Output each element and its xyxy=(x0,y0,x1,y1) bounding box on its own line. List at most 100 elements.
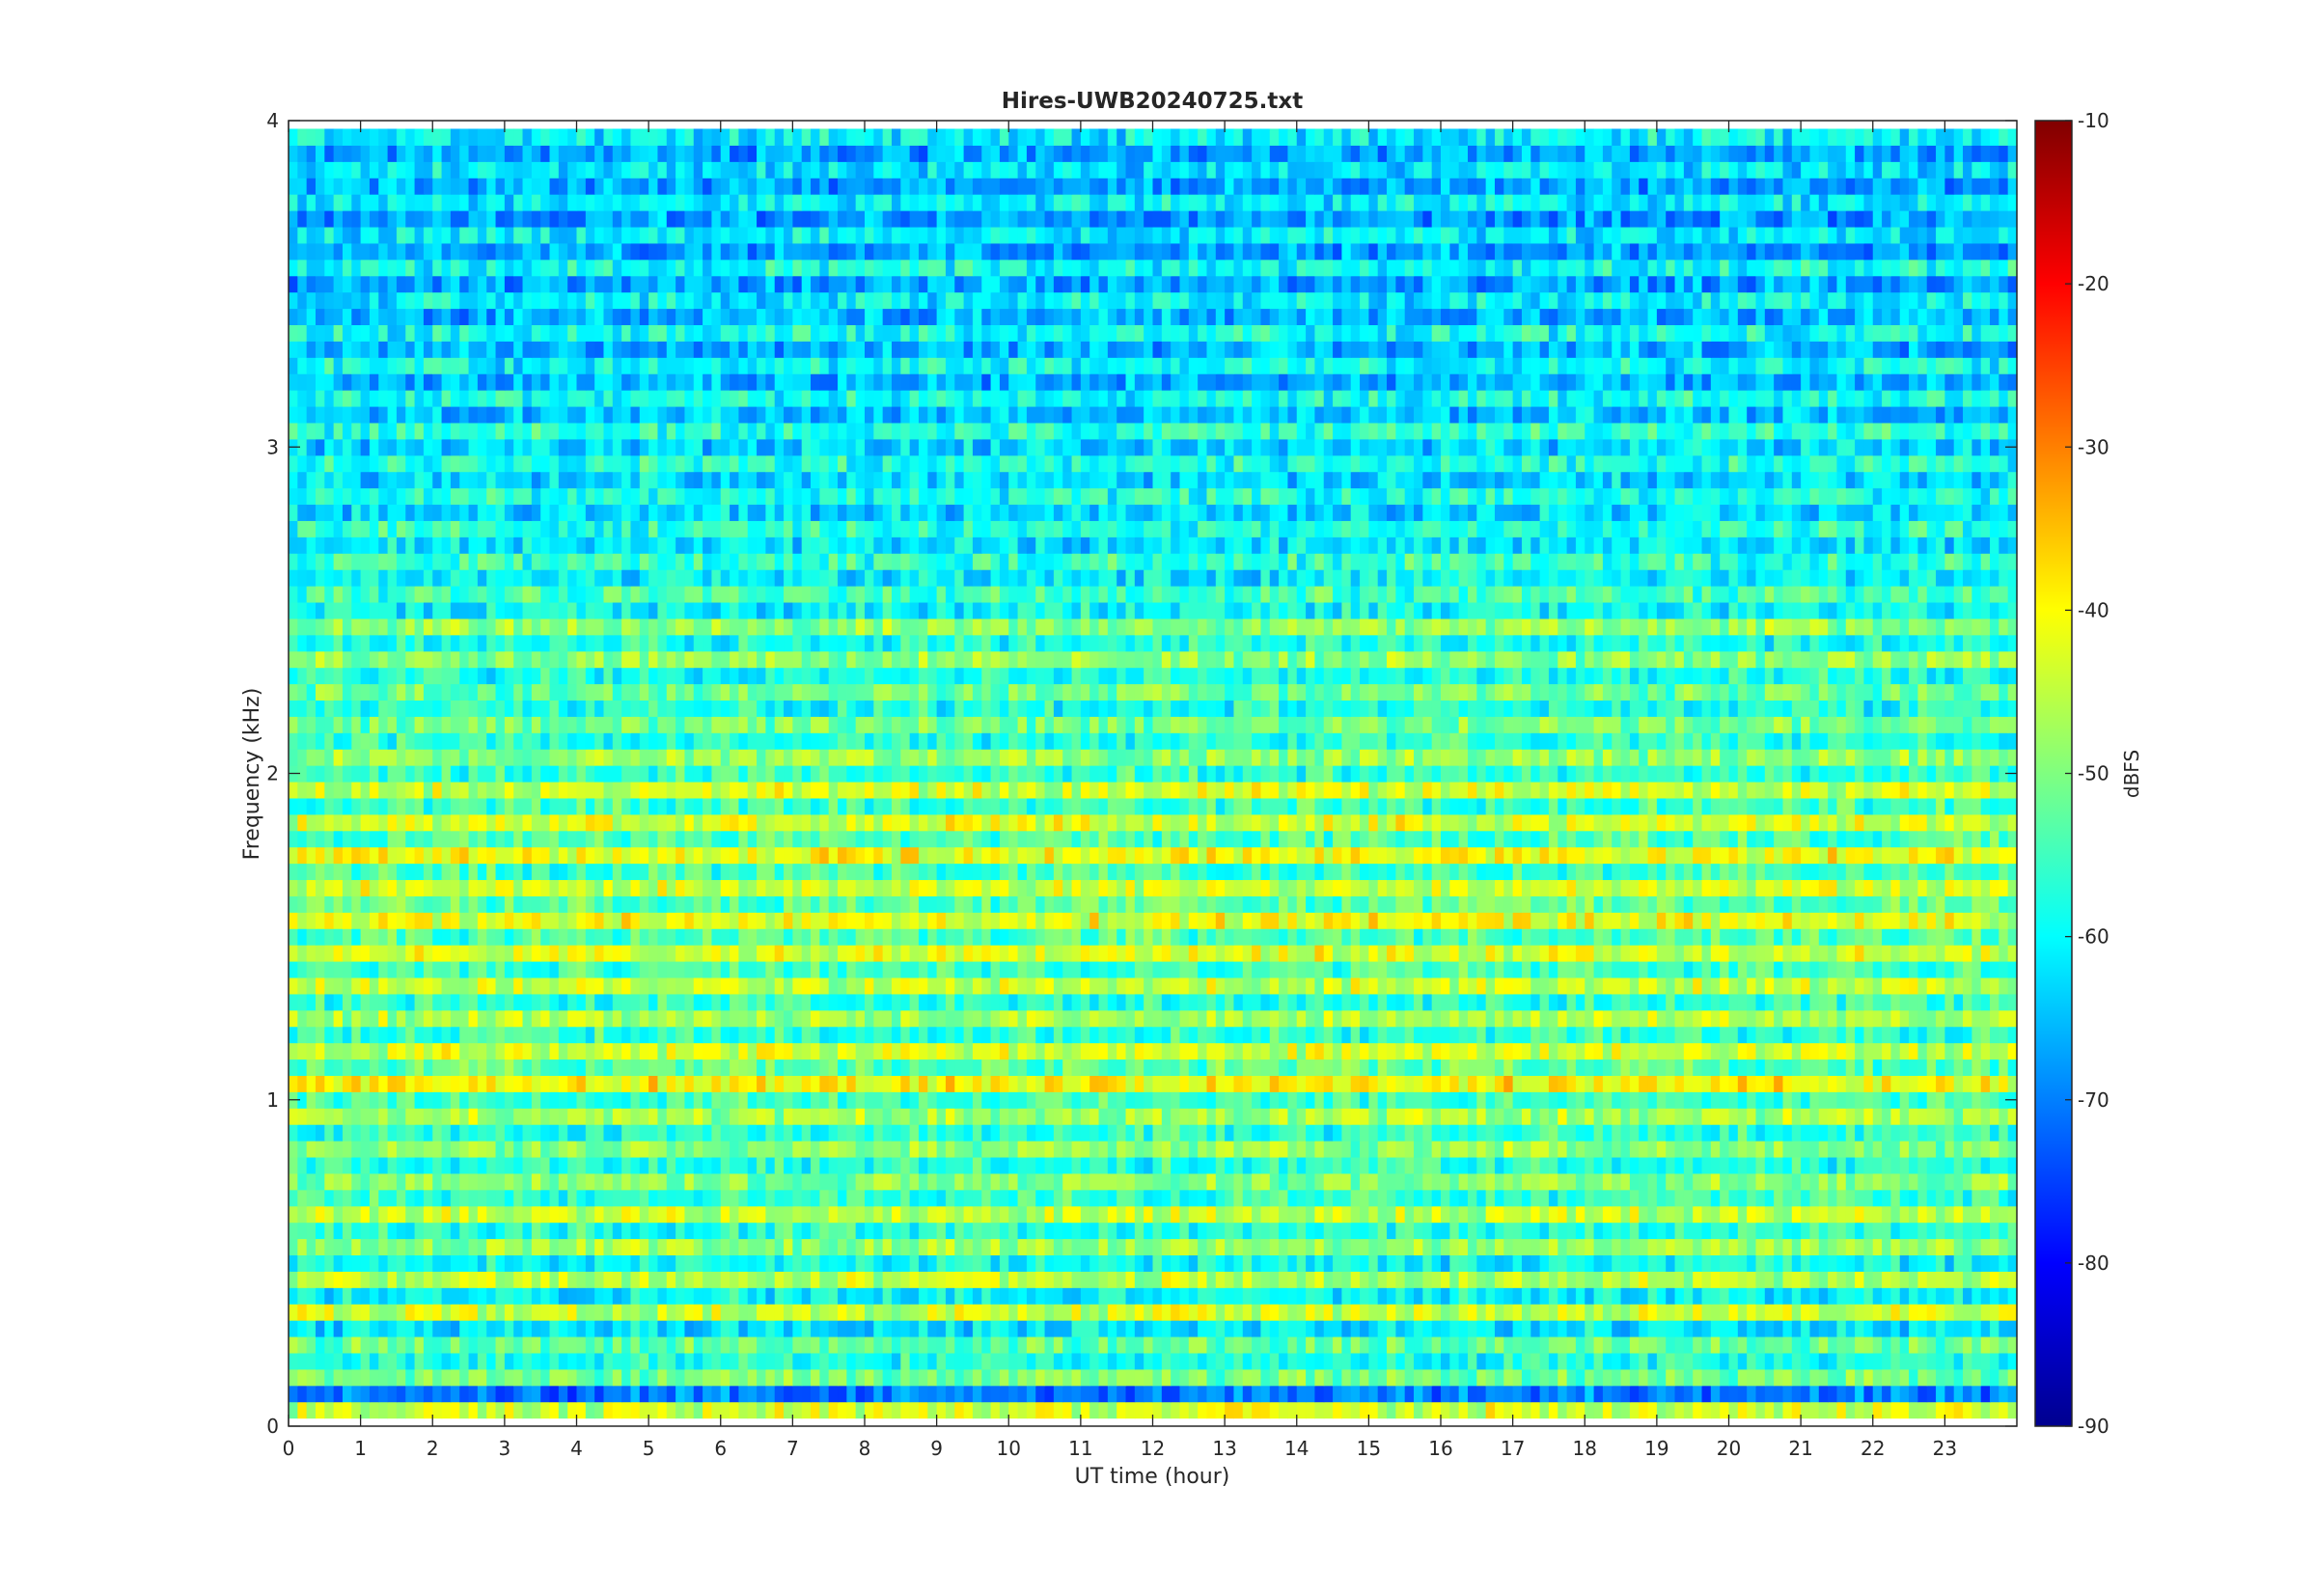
spectrogram-cell xyxy=(1980,1304,1991,1321)
spectrogram-row xyxy=(289,1222,2018,1240)
spectrogram-cell xyxy=(594,1205,605,1224)
spectrogram-cell xyxy=(306,1287,317,1305)
spectrogram-cell xyxy=(963,1189,974,1207)
spectrogram-cell xyxy=(1485,1205,1496,1224)
spectrogram-cell xyxy=(567,1009,578,1028)
spectrogram-cell xyxy=(954,1320,965,1337)
spectrogram-cell xyxy=(369,1335,379,1354)
spectrogram-cell xyxy=(1575,1042,1585,1060)
spectrogram-cell xyxy=(1909,1287,1918,1305)
spectrogram-cell xyxy=(289,1320,298,1337)
spectrogram-cell xyxy=(891,1172,901,1191)
spectrogram-cell xyxy=(1323,1124,1334,1142)
spectrogram-cell xyxy=(1575,1271,1585,1288)
spectrogram-cell xyxy=(289,1385,298,1403)
spectrogram-cell xyxy=(369,1059,379,1076)
spectrogram-cell xyxy=(1107,1156,1117,1174)
spectrogram-cell xyxy=(1422,1156,1433,1174)
spectrogram-cell xyxy=(1441,1287,1450,1305)
spectrogram-cell xyxy=(1963,1205,1972,1224)
spectrogram-cell xyxy=(954,1141,965,1158)
spectrogram-cell xyxy=(1801,1368,1811,1387)
spectrogram-cell xyxy=(1341,1320,1352,1337)
spectrogram-cell xyxy=(1809,1222,1820,1240)
spectrogram-cell xyxy=(774,1368,785,1387)
spectrogram-cell xyxy=(1107,1254,1117,1272)
spectrogram-cell xyxy=(1575,1172,1585,1191)
spectrogram-cell xyxy=(1314,1026,1325,1044)
spectrogram-cell xyxy=(1647,1091,1658,1109)
spectrogram-cell xyxy=(621,1271,632,1288)
spectrogram-cell xyxy=(1575,1059,1585,1076)
spectrogram-cell xyxy=(1062,1108,1073,1125)
spectrogram-cell xyxy=(450,1368,460,1387)
spectrogram-cell xyxy=(828,1189,839,1207)
spectrogram-cell xyxy=(567,1075,578,1092)
spectrogram-cell xyxy=(639,1271,649,1288)
spectrogram-cell xyxy=(1198,1335,1208,1354)
spectrogram-cell xyxy=(1206,1222,1217,1240)
spectrogram-cell xyxy=(1836,1141,1847,1158)
spectrogram-cell xyxy=(432,1059,443,1076)
spectrogram-cell xyxy=(468,1205,479,1224)
spectrogram-cell xyxy=(603,1368,614,1387)
spectrogram-cell xyxy=(1171,1320,1181,1337)
spectrogram-cell xyxy=(477,1368,487,1387)
spectrogram-cell xyxy=(1368,1238,1379,1256)
spectrogram-cell xyxy=(846,1156,857,1174)
spectrogram-cell xyxy=(612,1172,622,1191)
spectrogram-cell xyxy=(324,1238,335,1256)
spectrogram-cell xyxy=(1944,1238,1955,1256)
spectrogram-cell xyxy=(513,1091,524,1109)
spectrogram-cell xyxy=(676,1287,686,1305)
spectrogram-cell xyxy=(1882,1205,1892,1224)
spectrogram-cell xyxy=(873,1156,884,1174)
spectrogram-cell xyxy=(1053,1141,1063,1158)
spectrogram-cell xyxy=(784,1156,793,1174)
spectrogram-cell xyxy=(468,1091,479,1109)
spectrogram-cell xyxy=(666,1189,676,1207)
spectrogram-cell xyxy=(1225,1108,1235,1125)
spectrogram-cell xyxy=(387,1335,398,1354)
spectrogram-cell xyxy=(1990,1385,1999,1403)
spectrogram-cell xyxy=(1360,1352,1369,1370)
spectrogram-cell xyxy=(1647,1287,1658,1305)
spectrogram-cell xyxy=(1855,1254,1865,1272)
spectrogram-cell xyxy=(585,1172,595,1191)
spectrogram-cell xyxy=(414,1304,425,1321)
spectrogram-cell xyxy=(423,1042,433,1060)
spectrogram-cell xyxy=(441,1124,452,1142)
spectrogram-cell xyxy=(351,1042,362,1060)
spectrogram-cell xyxy=(360,1026,371,1044)
spectrogram-cell xyxy=(1098,1368,1109,1387)
spectrogram-cell xyxy=(594,1385,605,1403)
spectrogram-cell xyxy=(324,1026,335,1044)
spectrogram-cell xyxy=(459,1254,470,1272)
spectrogram-cell xyxy=(1575,1335,1585,1354)
spectrogram-cell xyxy=(1953,1156,1964,1174)
spectrogram-cell xyxy=(378,1385,389,1403)
spectrogram-cell xyxy=(711,1009,722,1028)
spectrogram-cell xyxy=(1926,1059,1937,1076)
spectrogram-row xyxy=(289,993,2018,1011)
spectrogram-cell xyxy=(1098,1352,1109,1370)
spectrogram-cell xyxy=(2007,1108,2018,1125)
spectrogram-cell xyxy=(531,1172,541,1191)
spectrogram-cell xyxy=(1909,1091,1918,1109)
spectrogram-cell xyxy=(630,1205,641,1224)
spectrogram-cell xyxy=(540,1287,551,1305)
spectrogram-cell xyxy=(1152,1304,1163,1321)
spectrogram-cell xyxy=(1656,1108,1667,1125)
spectrogram-cell xyxy=(1089,1238,1100,1256)
spectrogram-cell xyxy=(1639,1401,1649,1419)
spectrogram-cell xyxy=(1639,1042,1649,1060)
spectrogram-cell xyxy=(1395,1385,1406,1403)
spectrogram-cell xyxy=(1144,1352,1154,1370)
spectrogram-cell xyxy=(918,1172,928,1191)
spectrogram-cell xyxy=(1395,1304,1406,1321)
spectrogram-cell xyxy=(774,1042,785,1060)
spectrogram-row xyxy=(289,1189,2018,1207)
spectrogram-cell xyxy=(414,1238,425,1256)
spectrogram-cell xyxy=(1404,1320,1415,1337)
spectrogram-cell xyxy=(1117,1026,1127,1044)
